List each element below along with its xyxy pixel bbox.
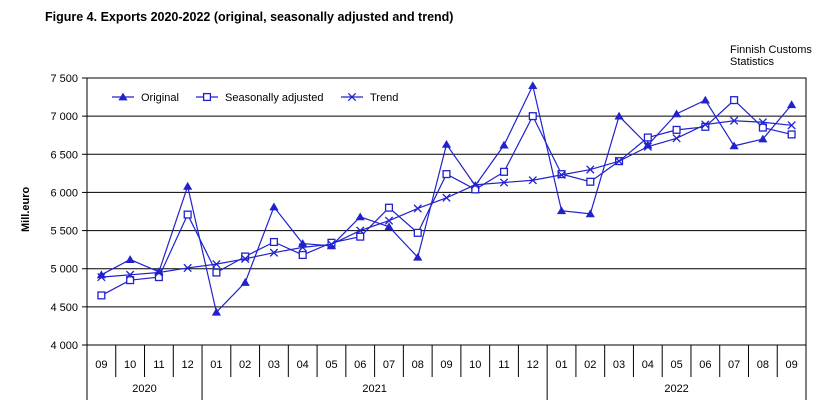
svg-text:03: 03 bbox=[268, 359, 280, 371]
svg-text:7 500: 7 500 bbox=[50, 73, 78, 85]
svg-text:02: 02 bbox=[584, 359, 596, 371]
svg-text:12: 12 bbox=[527, 359, 539, 371]
gridlines bbox=[86, 77, 807, 346]
svg-text:Trend: Trend bbox=[370, 92, 398, 104]
source-attribution: Finnish Customs Statistics bbox=[730, 44, 812, 68]
svg-text:09: 09 bbox=[95, 359, 107, 371]
series-trend bbox=[97, 116, 796, 282]
series-seasonally-adjusted bbox=[97, 96, 796, 300]
figure-title: Figure 4. Exports 2020-2022 (original, s… bbox=[45, 10, 454, 24]
svg-text:01: 01 bbox=[210, 359, 222, 371]
legend-item-triangle: Original bbox=[112, 92, 179, 104]
svg-text:2021: 2021 bbox=[362, 383, 386, 395]
svg-text:11: 11 bbox=[498, 359, 509, 371]
svg-text:04: 04 bbox=[642, 359, 654, 371]
svg-text:01: 01 bbox=[555, 359, 567, 371]
svg-text:2022: 2022 bbox=[664, 383, 688, 395]
svg-text:02: 02 bbox=[239, 359, 251, 371]
svg-text:6 500: 6 500 bbox=[50, 149, 78, 161]
svg-text:03: 03 bbox=[613, 359, 625, 371]
legend-item-x: Trend bbox=[341, 92, 398, 104]
svg-text:07: 07 bbox=[728, 359, 740, 371]
svg-text:5 000: 5 000 bbox=[50, 264, 78, 276]
svg-text:08: 08 bbox=[757, 359, 769, 371]
svg-text:11: 11 bbox=[153, 359, 164, 371]
svg-text:5 500: 5 500 bbox=[50, 226, 78, 238]
legend-item-square: Seasonally adjusted bbox=[196, 92, 323, 104]
svg-text:6 000: 6 000 bbox=[50, 187, 78, 199]
svg-text:10: 10 bbox=[469, 359, 481, 371]
y-axis: 7 500 7 000 6 500 6 000 5 500 5 000 4 500 4 000 bbox=[50, 73, 87, 352]
legend: Original Seasonally adjusted Trend bbox=[112, 92, 398, 104]
svg-text:08: 08 bbox=[412, 359, 424, 371]
svg-text:06: 06 bbox=[354, 359, 366, 371]
svg-text:05: 05 bbox=[325, 359, 337, 371]
svg-text:09: 09 bbox=[785, 359, 797, 371]
svg-text:Original: Original bbox=[141, 92, 179, 104]
source-line-1: Finnish Customs bbox=[730, 44, 812, 56]
svg-text:7 000: 7 000 bbox=[50, 111, 78, 123]
svg-text:05: 05 bbox=[670, 359, 682, 371]
svg-text:10: 10 bbox=[124, 359, 136, 371]
source-line-2: Statistics bbox=[730, 56, 775, 68]
svg-text:06: 06 bbox=[699, 359, 711, 371]
svg-text:07: 07 bbox=[383, 359, 395, 371]
svg-text:12: 12 bbox=[182, 359, 194, 371]
svg-text:4 500: 4 500 bbox=[50, 302, 78, 314]
x-axis: 09 10 11 12 01 02 03 04 05 06 07 08 09 10 11 12 01 02 03 04… bbox=[86, 345, 807, 400]
svg-text:4 000: 4 000 bbox=[50, 340, 78, 352]
svg-text:Seasonally adjusted: Seasonally adjusted bbox=[225, 92, 323, 104]
svg-text:2020: 2020 bbox=[132, 383, 156, 395]
svg-text:09: 09 bbox=[440, 359, 452, 371]
svg-text:04: 04 bbox=[297, 359, 309, 371]
